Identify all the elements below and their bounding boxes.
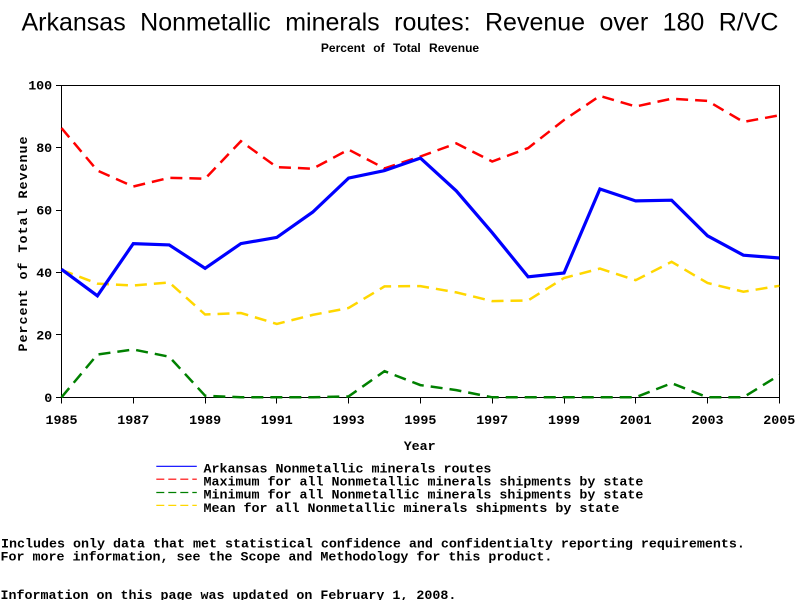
svg-text:1985: 1985 [46, 414, 78, 429]
svg-text:Percent of Total Revenue: Percent of Total Revenue [17, 136, 32, 352]
svg-text:Includes only data that met st: Includes only data that met statistical … [1, 538, 745, 553]
svg-text:Arkansas Nonmetallic minerals: Arkansas Nonmetallic minerals routes [204, 463, 492, 478]
svg-text:20: 20 [36, 330, 52, 345]
svg-text:Maximum for all Nonmetallic mi: Maximum for all Nonmetallic minerals shi… [204, 476, 644, 491]
svg-text:Year: Year [404, 440, 436, 455]
svg-text:Arkansas Nonmetallic minerals: Arkansas Nonmetallic minerals routes: Re… [22, 9, 779, 37]
svg-text:1993: 1993 [333, 414, 365, 429]
svg-text:80: 80 [36, 142, 52, 157]
svg-text:2003: 2003 [692, 414, 724, 429]
svg-text:1989: 1989 [189, 414, 221, 429]
svg-text:2001: 2001 [620, 414, 652, 429]
svg-text:1999: 1999 [548, 414, 580, 429]
svg-text:100: 100 [28, 80, 52, 95]
svg-text:2005: 2005 [763, 414, 795, 429]
svg-text:60: 60 [36, 205, 52, 220]
svg-text:1995: 1995 [404, 414, 436, 429]
svg-text:Mean for all Nonmetallic miner: Mean for all Nonmetallic minerals shipme… [204, 502, 620, 517]
svg-text:Information on this page was u: Information on this page was updated on … [1, 589, 457, 600]
svg-text:40: 40 [36, 267, 52, 282]
svg-text:Minimum for all Nonmetallic mi: Minimum for all Nonmetallic minerals shi… [204, 489, 644, 504]
svg-text:For more information, see the: For more information, see the Scope and … [1, 550, 553, 565]
svg-text:1991: 1991 [261, 414, 293, 429]
svg-text:Percent of Total Revenue: Percent of Total Revenue [321, 41, 479, 55]
svg-text:1987: 1987 [117, 414, 149, 429]
svg-text:1997: 1997 [476, 414, 508, 429]
svg-text:0: 0 [44, 392, 52, 407]
